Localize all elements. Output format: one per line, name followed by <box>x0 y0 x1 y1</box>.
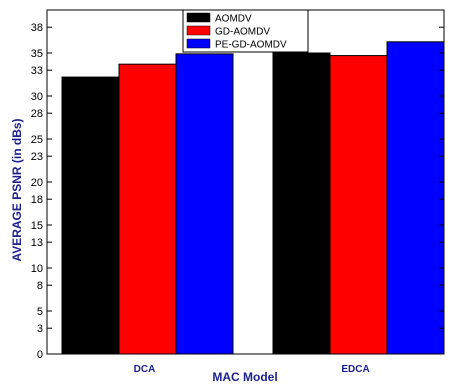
bar-pe-gd-aomdv-edca <box>386 41 445 355</box>
bar-gd-aomdv-dca <box>118 63 177 355</box>
y-tick-label: 3 <box>37 323 43 335</box>
legend-swatch <box>186 38 211 49</box>
legend-label: AOMDV <box>215 14 252 25</box>
y-axis-title: AVERAGE PSNR (in dBs) <box>10 118 24 261</box>
legend-label: GD-AOMDV <box>215 27 270 38</box>
y-tick-label: 13 <box>31 237 43 249</box>
legend: AOMDV GD-AOMDV PE-GD-AOMDV <box>182 9 309 53</box>
bar-pe-gd-aomdv-dca <box>175 53 234 355</box>
y-tick-label: 35 <box>31 48 43 60</box>
bar-aomdv-edca <box>272 52 331 355</box>
x-axis-categories: DCA EDCA <box>134 364 370 375</box>
y-tick-label: 8 <box>37 280 43 292</box>
y-tick-label: 25 <box>31 134 43 146</box>
legend-swatch <box>186 12 211 23</box>
y-tick-label: 20 <box>31 177 43 189</box>
y-tick-label: 23 <box>31 151 43 163</box>
y-tick-label: 0 <box>37 349 43 361</box>
legend-swatch <box>186 25 211 36</box>
y-tick-label: 5 <box>37 306 43 318</box>
y-tick-label: 28 <box>31 108 43 120</box>
y-tick-label: 33 <box>31 65 43 77</box>
y-tick-label: 15 <box>31 220 43 232</box>
x-category-label: EDCA <box>341 364 369 375</box>
y-tick-label: 38 <box>31 22 43 34</box>
bar-gd-aomdv-edca <box>329 55 388 355</box>
x-axis-title: MAC Model <box>212 370 277 384</box>
x-category-label: DCA <box>134 364 156 375</box>
y-tick-label: 10 <box>31 263 43 275</box>
y-tick-label: 30 <box>31 91 43 103</box>
bar-aomdv-dca <box>61 76 120 355</box>
legend-label: PE-GD-AOMDV <box>215 40 287 51</box>
y-tick-label: 18 <box>31 194 43 206</box>
bars-group <box>61 41 445 355</box>
